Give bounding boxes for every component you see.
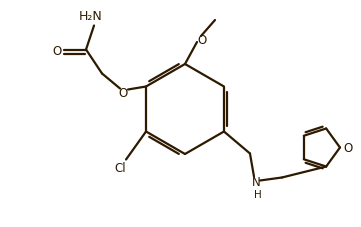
Text: Cl: Cl xyxy=(114,161,126,174)
Text: H: H xyxy=(254,189,262,199)
Text: O: O xyxy=(118,87,128,100)
Text: H₂N: H₂N xyxy=(79,10,103,23)
Text: N: N xyxy=(252,175,260,188)
Text: O: O xyxy=(52,45,62,58)
Text: O: O xyxy=(343,141,353,154)
Text: O: O xyxy=(197,33,206,46)
